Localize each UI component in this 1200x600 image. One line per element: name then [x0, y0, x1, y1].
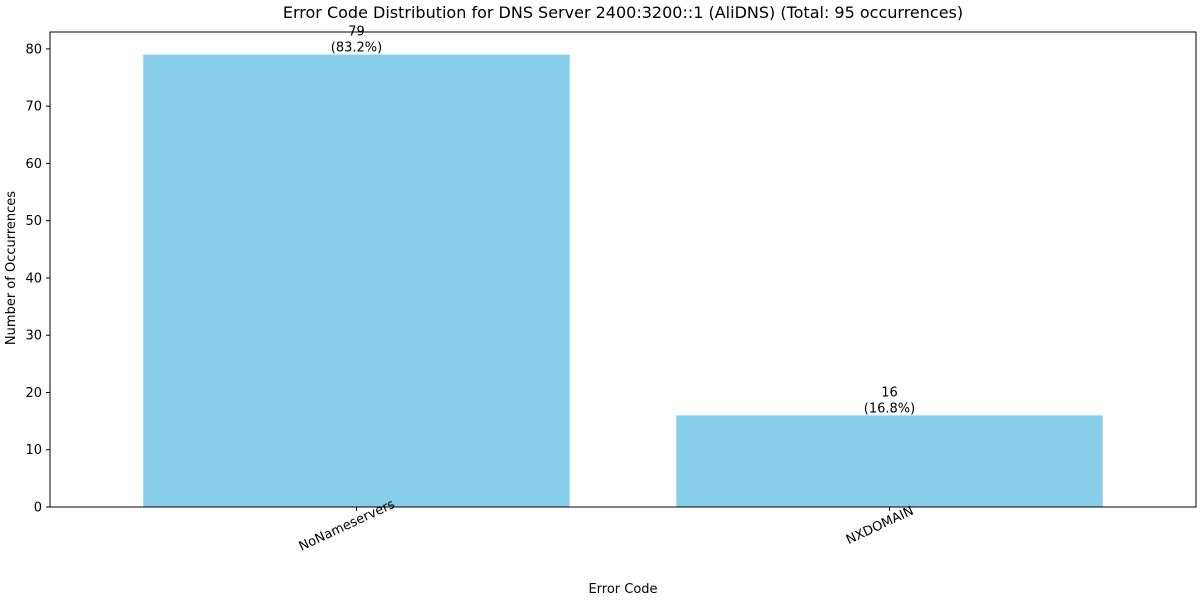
- chart-title: Error Code Distribution for DNS Server 2…: [283, 3, 963, 22]
- y-axis-label: Number of Occurrences: [4, 191, 19, 345]
- y-tick-label: 60: [25, 157, 42, 172]
- bar-nxdomain: [676, 415, 1103, 507]
- plot-frame: [49, 31, 1197, 508]
- x-tick-label-nxdomain: NXDOMAIN: [844, 504, 916, 548]
- y-tick-label: 0: [34, 501, 42, 516]
- y-tick-label: 10: [25, 443, 42, 458]
- data-label-percent-nonameservers: (83.2%): [331, 41, 382, 56]
- x-axis-label: Error Code: [588, 582, 657, 597]
- data-labels-group: 79(83.2%)16(16.8%): [331, 25, 915, 417]
- data-label-count-nxdomain: 16: [881, 385, 898, 400]
- bars-group: [143, 54, 1103, 507]
- y-axis: 0 10 20 30 40 50 60 70 80: [25, 42, 50, 516]
- y-tick-label: 70: [25, 100, 42, 115]
- y-tick-label: 30: [25, 329, 42, 344]
- y-tick-label: 40: [25, 271, 42, 286]
- y-tick-label: 80: [25, 42, 42, 57]
- bar-nonameservers: [143, 54, 570, 507]
- y-tick-label: 50: [25, 214, 42, 229]
- data-label-percent-nxdomain: (16.8%): [864, 401, 915, 416]
- y-tick-label: 20: [25, 386, 42, 401]
